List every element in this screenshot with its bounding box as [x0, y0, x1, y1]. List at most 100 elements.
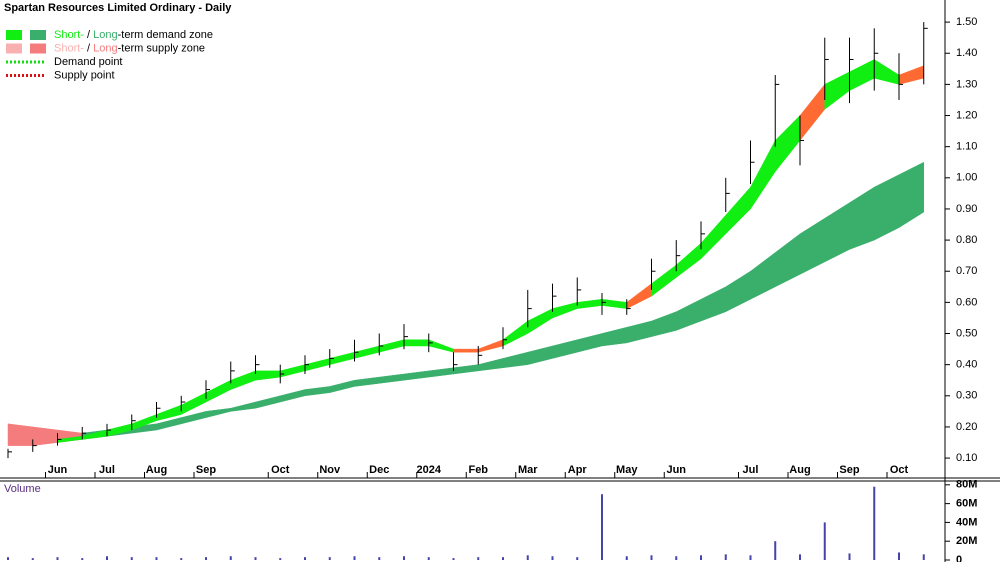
long-term-zone [7, 423, 33, 446]
long-term-zone [725, 270, 751, 313]
long-term-zone [502, 351, 528, 369]
short-term-zone [478, 339, 504, 353]
chart-title: Spartan Resources Limited Ordinary - Dai… [4, 2, 232, 14]
volume-bar [56, 557, 59, 560]
legend-text: Long [93, 29, 117, 41]
long-term-zone [453, 364, 479, 375]
y-tick-label: 0 [956, 554, 962, 562]
volume-bar [254, 557, 257, 560]
volume-bar [378, 557, 381, 560]
y-tick-label: 1.40 [956, 47, 977, 59]
long-term-zone [379, 373, 405, 384]
long-term-zone [700, 286, 726, 322]
long-term-zone [354, 376, 380, 387]
volume-bar [823, 522, 826, 560]
volume-bar [304, 557, 306, 560]
long-term-zone [552, 339, 578, 359]
long-term-zone [676, 298, 702, 331]
x-tick-label: Oct [271, 464, 290, 476]
legend-text: -term supply zone [118, 42, 205, 54]
short-term-zone [849, 59, 875, 92]
x-tick-label: Sep [839, 464, 859, 476]
long-term-zone [329, 379, 355, 393]
legend-swatch [6, 43, 22, 54]
volume-bar [427, 557, 430, 560]
short-term-zone [527, 308, 553, 334]
legend-text: Long [93, 42, 117, 54]
legend-text: Short- [54, 42, 84, 54]
long-term-zone [898, 161, 924, 229]
volume-bar [650, 555, 653, 560]
y-tick-label: 80M [956, 479, 977, 491]
volume-bar [180, 558, 183, 560]
long-term-zone [205, 407, 231, 418]
volume-bar [106, 556, 108, 560]
legend-text: Supply point [54, 69, 115, 81]
volume-bar [625, 556, 628, 560]
short-term-zone [676, 242, 702, 278]
short-term-zone [626, 283, 652, 310]
volume-bar [403, 556, 405, 560]
x-tick-label: Jun [666, 464, 686, 476]
x-tick-label: Mar [518, 464, 538, 476]
y-tick-label: 1.10 [956, 141, 977, 153]
short-term-zone [577, 298, 603, 309]
volume-bar [922, 554, 925, 560]
short-term-zone [502, 320, 528, 347]
legend-text: / [84, 29, 93, 41]
y-tick-label: 1.50 [956, 16, 977, 28]
long-term-zone [626, 320, 652, 344]
volume-bar [601, 494, 603, 560]
short-term-zone [255, 370, 281, 381]
volume-bar [477, 557, 480, 560]
volume-bar [551, 556, 554, 560]
long-term-zone [849, 186, 875, 250]
volume-bar [353, 556, 356, 560]
long-term-zone [478, 358, 504, 372]
y-tick-label: 1.00 [956, 172, 977, 184]
legend-swatch [30, 30, 46, 40]
short-term-zone [775, 114, 801, 173]
volume-bar [229, 556, 232, 560]
short-term-zone [181, 392, 207, 415]
short-term-zone [874, 59, 900, 85]
volume-bar [155, 557, 158, 560]
short-term-zone [725, 186, 751, 235]
short-term-zone [651, 264, 677, 297]
legend-text: -term demand zone [118, 29, 213, 41]
y-tick-label: 0.30 [956, 390, 977, 402]
long-term-zone [577, 333, 603, 353]
y-tick-label: 40M [956, 516, 977, 528]
short-term-zone [205, 379, 231, 403]
short-term-zone [428, 339, 454, 353]
short-term-zone [700, 214, 726, 260]
x-tick-label: Feb [468, 464, 488, 476]
volume-bar [452, 558, 455, 560]
y-tick-label: 0.80 [956, 234, 977, 246]
y-tick-label: 0.70 [956, 265, 977, 277]
y-tick-label: 1.30 [956, 78, 977, 90]
long-term-zone [527, 345, 553, 365]
x-tick-label: Apr [568, 464, 588, 476]
legend-text: / [84, 42, 93, 54]
x-tick-label: 2024 [417, 464, 442, 476]
volume-bar [130, 557, 133, 560]
long-term-zone [255, 395, 281, 409]
long-term-zone [181, 411, 207, 425]
short-term-zone [824, 71, 850, 110]
short-term-zone [898, 65, 924, 85]
long-term-zone [651, 311, 677, 337]
volume-bar [502, 557, 504, 560]
legend-entry: Demand point [54, 56, 123, 68]
x-tick-label: May [616, 464, 638, 476]
long-term-zone [824, 202, 850, 263]
long-term-zone [230, 401, 256, 412]
y-tick-label: 0.20 [956, 421, 977, 433]
y-tick-label: 0.50 [956, 327, 977, 339]
long-term-zone [304, 386, 330, 397]
y-tick-label: 0.60 [956, 296, 977, 308]
y-tick-label: 0.10 [956, 452, 977, 464]
volume-bar [848, 553, 851, 560]
volume-bar [279, 558, 282, 560]
